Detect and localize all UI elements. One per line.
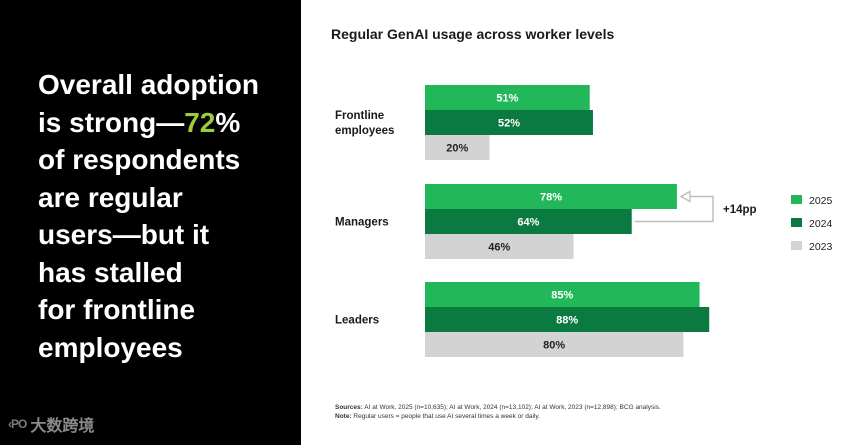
headline-line: has stalled bbox=[38, 256, 183, 288]
headline-line: Overall adoption bbox=[38, 69, 259, 100]
bar-2023 bbox=[425, 135, 490, 160]
legend-label: 2024 bbox=[809, 218, 833, 230]
headline-accent-number: 72 bbox=[184, 106, 216, 138]
bar-value-label: 64% bbox=[517, 217, 539, 229]
annotation-bracket bbox=[634, 195, 714, 223]
bar-value-label: 20% bbox=[446, 143, 468, 155]
headline-line: are regular bbox=[38, 181, 183, 213]
legend-swatch bbox=[791, 241, 802, 250]
annotation-arrow-icon bbox=[679, 190, 691, 203]
watermark-text: 大数跨境 bbox=[30, 418, 95, 435]
chart-title: Regular GenAI usage across worker levels bbox=[331, 26, 615, 42]
legend-swatch bbox=[791, 218, 802, 227]
footnote-sources: Sources: AI at Work, 2025 (n=10,635); AI… bbox=[335, 403, 855, 412]
watermark-logo-icon: ‹PO bbox=[8, 417, 27, 431]
bar-value-label: 46% bbox=[488, 242, 510, 254]
bar-value-label: 85% bbox=[551, 290, 573, 302]
headline-line: for frontline bbox=[38, 294, 196, 325]
note-label: Note: bbox=[335, 413, 352, 420]
annotation-label: +14pp bbox=[723, 204, 757, 216]
category-label: employees bbox=[335, 125, 394, 137]
legend-label: 2025 bbox=[809, 195, 833, 207]
headline-line: of respondents bbox=[38, 144, 241, 175]
headline-line: employees bbox=[38, 331, 183, 363]
bar-2025 bbox=[425, 282, 700, 307]
category-label: Leaders bbox=[335, 315, 379, 327]
bar-value-label: 51% bbox=[496, 93, 518, 105]
sources-text: AI at Work, 2025 (n=10,635); AI at Work,… bbox=[362, 404, 661, 411]
bar-chart: Frontline employees 51% 52% 20% Managers 78% 64… bbox=[335, 85, 833, 357]
headline-line: is strong—72% bbox=[38, 104, 288, 142]
footnote: Sources: AI at Work, 2025 (n=10,635); AI… bbox=[335, 403, 855, 421]
headline-text: % bbox=[215, 106, 241, 138]
bar-2024 bbox=[425, 307, 710, 332]
legend-swatch bbox=[791, 195, 802, 204]
bar-value-label: 78% bbox=[540, 192, 562, 204]
footnote-note: Note: Regular users = people that use AI… bbox=[335, 412, 855, 421]
bar-value-label: 88% bbox=[556, 315, 578, 327]
chart-panel: Regular GenAI usage across worker levels… bbox=[301, 0, 863, 445]
bar-2023 bbox=[425, 234, 574, 259]
headline-line: users—but it bbox=[38, 219, 210, 250]
headline: Overall adoption is strong—72% of respon… bbox=[38, 66, 288, 366]
left-panel: Overall adoption is strong—72% of respon… bbox=[0, 0, 301, 445]
bar-2025 bbox=[425, 85, 590, 110]
legend-label: 2023 bbox=[809, 241, 833, 253]
headline-text: is strong— bbox=[38, 106, 185, 138]
bar-2023 bbox=[425, 332, 684, 357]
bar-2024 bbox=[425, 209, 632, 234]
bar-2024 bbox=[425, 110, 593, 135]
bar-value-label: 80% bbox=[543, 340, 565, 352]
category-label: Frontline bbox=[335, 110, 384, 122]
sources-label: Sources: bbox=[335, 404, 363, 411]
category-label: Managers bbox=[335, 217, 389, 229]
note-text: Regular users = people that use AI sever… bbox=[351, 413, 540, 420]
bar-2025 bbox=[425, 184, 677, 209]
watermark: ‹PO 大数跨境 bbox=[8, 413, 94, 435]
bar-value-label: 52% bbox=[498, 118, 520, 130]
